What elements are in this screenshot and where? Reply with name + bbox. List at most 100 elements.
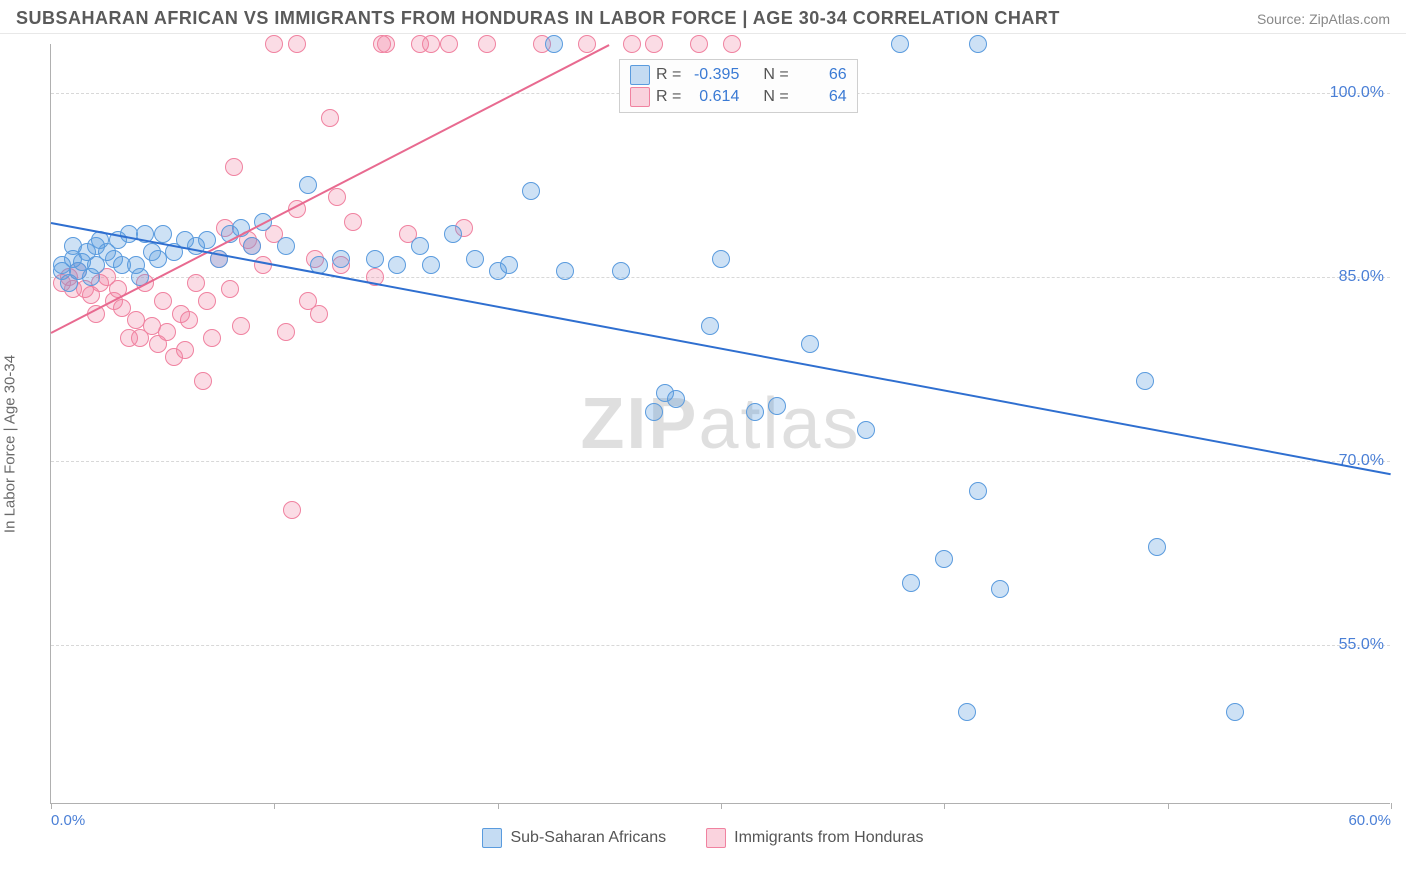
data-point bbox=[299, 176, 317, 194]
r-value: 0.614 bbox=[687, 86, 739, 108]
chart-area: In Labor Force | Age 30-34 ZIPatlas 55.0… bbox=[0, 34, 1406, 854]
data-point bbox=[187, 274, 205, 292]
x-tick bbox=[51, 803, 52, 809]
data-point bbox=[1136, 372, 1154, 390]
data-point bbox=[891, 35, 909, 53]
data-point bbox=[180, 311, 198, 329]
r-label: R = bbox=[656, 86, 681, 108]
data-point bbox=[422, 35, 440, 53]
legend-swatch-blue bbox=[482, 828, 502, 848]
x-tick bbox=[944, 803, 945, 809]
legend-label-pink: Immigrants from Honduras bbox=[734, 829, 923, 847]
data-point bbox=[198, 231, 216, 249]
data-point bbox=[645, 403, 663, 421]
data-point bbox=[522, 182, 540, 200]
r-label: R = bbox=[656, 64, 681, 86]
data-point bbox=[366, 250, 384, 268]
data-point bbox=[225, 158, 243, 176]
data-point bbox=[545, 35, 563, 53]
y-axis-label: In Labor Force | Age 30-34 bbox=[2, 355, 19, 533]
bottom-legend: Sub-Saharan Africans Immigrants from Hon… bbox=[0, 822, 1406, 854]
data-point bbox=[478, 35, 496, 53]
legend-swatch-pink-icon bbox=[630, 87, 650, 107]
x-tick bbox=[1168, 803, 1169, 809]
data-point bbox=[158, 323, 176, 341]
data-point bbox=[243, 237, 261, 255]
data-point bbox=[969, 35, 987, 53]
data-point bbox=[466, 250, 484, 268]
data-point bbox=[321, 109, 339, 127]
chart-title: SUBSAHARAN AFRICAN VS IMMIGRANTS FROM HO… bbox=[16, 8, 1060, 29]
data-point bbox=[623, 35, 641, 53]
r-value: -0.395 bbox=[687, 64, 739, 86]
data-point bbox=[411, 237, 429, 255]
data-point bbox=[801, 335, 819, 353]
gridline bbox=[51, 461, 1390, 462]
data-point bbox=[154, 225, 172, 243]
data-point bbox=[221, 280, 239, 298]
data-point bbox=[422, 256, 440, 274]
data-point bbox=[198, 292, 216, 310]
data-point bbox=[203, 329, 221, 347]
data-point bbox=[991, 580, 1009, 598]
legend-item-pink: Immigrants from Honduras bbox=[706, 828, 923, 848]
data-point bbox=[958, 703, 976, 721]
data-point bbox=[377, 35, 395, 53]
x-tick bbox=[721, 803, 722, 809]
data-point bbox=[857, 421, 875, 439]
chart-source: Source: ZipAtlas.com bbox=[1257, 11, 1390, 27]
data-point bbox=[332, 250, 350, 268]
data-point bbox=[969, 482, 987, 500]
n-label: N = bbox=[763, 64, 788, 86]
legend-item-blue: Sub-Saharan Africans bbox=[482, 828, 666, 848]
x-tick bbox=[498, 803, 499, 809]
gridline bbox=[51, 277, 1390, 278]
legend-swatch-blue-icon bbox=[630, 65, 650, 85]
legend-label-blue: Sub-Saharan Africans bbox=[510, 829, 666, 847]
legend-swatch-pink bbox=[706, 828, 726, 848]
gridline bbox=[51, 645, 1390, 646]
data-point bbox=[194, 372, 212, 390]
data-point bbox=[283, 501, 301, 519]
stats-legend: R = -0.395 N = 66 R = 0.614 N = 64 bbox=[619, 59, 858, 113]
data-point bbox=[388, 256, 406, 274]
data-point bbox=[556, 262, 574, 280]
data-point bbox=[232, 317, 250, 335]
watermark: ZIPatlas bbox=[580, 383, 860, 465]
n-value: 64 bbox=[795, 86, 847, 108]
data-point bbox=[176, 341, 194, 359]
data-point bbox=[277, 237, 295, 255]
data-point bbox=[746, 403, 764, 421]
data-point bbox=[701, 317, 719, 335]
stats-legend-row: R = -0.395 N = 66 bbox=[630, 64, 847, 86]
data-point bbox=[440, 35, 458, 53]
y-tick-label: 100.0% bbox=[1330, 84, 1384, 102]
data-point bbox=[1148, 538, 1166, 556]
n-value: 66 bbox=[795, 64, 847, 86]
data-point bbox=[768, 397, 786, 415]
stats-legend-row: R = 0.614 N = 64 bbox=[630, 86, 847, 108]
data-point bbox=[310, 305, 328, 323]
data-point bbox=[667, 390, 685, 408]
data-point bbox=[712, 250, 730, 268]
data-point bbox=[902, 574, 920, 592]
data-point bbox=[645, 35, 663, 53]
data-point bbox=[578, 35, 596, 53]
data-point bbox=[265, 35, 283, 53]
data-point bbox=[328, 188, 346, 206]
plot-area: ZIPatlas 55.0%70.0%85.0%100.0%0.0%60.0%R… bbox=[50, 44, 1390, 804]
chart-header: SUBSAHARAN AFRICAN VS IMMIGRANTS FROM HO… bbox=[0, 0, 1406, 34]
data-point bbox=[344, 213, 362, 231]
data-point bbox=[690, 35, 708, 53]
data-point bbox=[612, 262, 630, 280]
x-tick bbox=[274, 803, 275, 809]
data-point bbox=[154, 292, 172, 310]
data-point bbox=[935, 550, 953, 568]
data-point bbox=[500, 256, 518, 274]
data-point bbox=[444, 225, 462, 243]
n-label: N = bbox=[763, 86, 788, 108]
x-tick bbox=[1391, 803, 1392, 809]
y-tick-label: 55.0% bbox=[1339, 636, 1384, 654]
watermark-suffix: atlas bbox=[698, 384, 860, 464]
data-point bbox=[277, 323, 295, 341]
